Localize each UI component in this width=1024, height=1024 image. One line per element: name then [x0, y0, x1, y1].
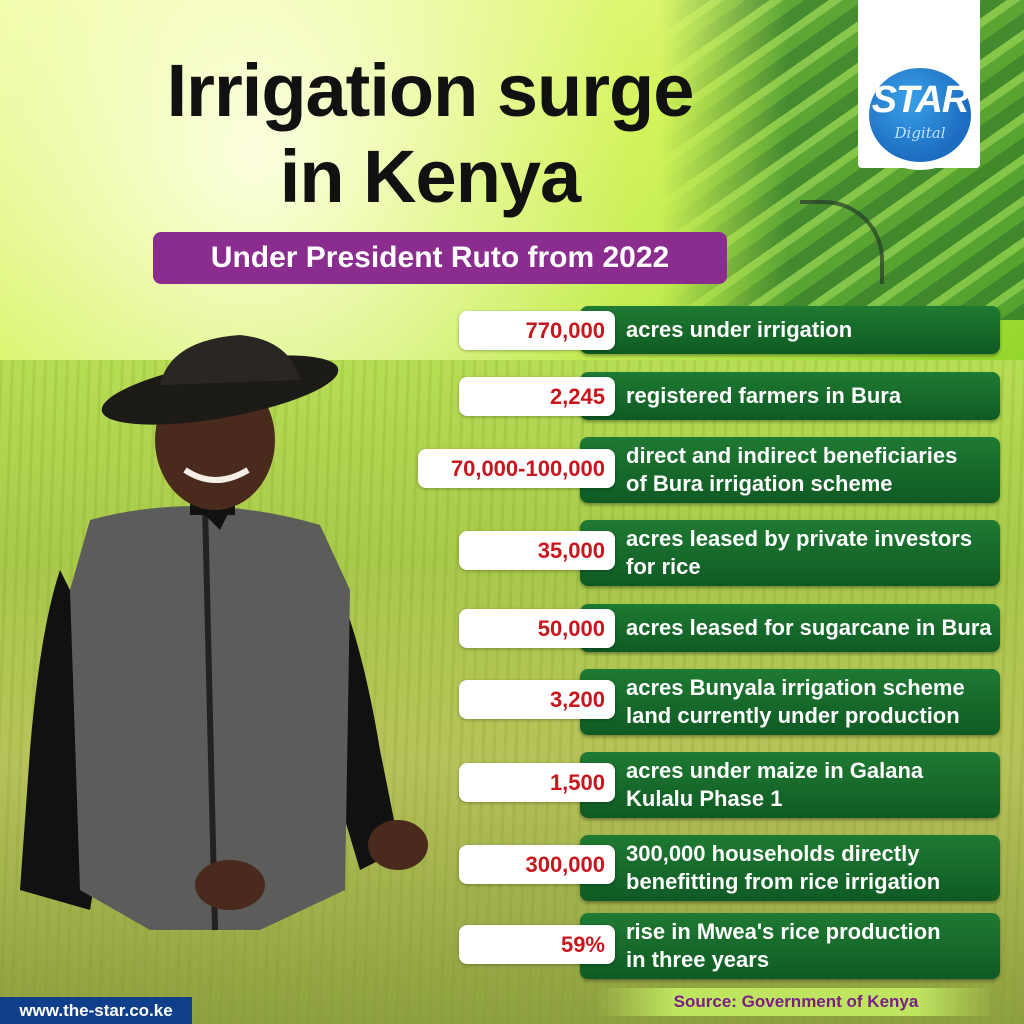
- stat-value: 300,000: [459, 845, 615, 884]
- stat-label: registered farmers in Bura: [580, 372, 1000, 420]
- stat-value: 59%: [459, 925, 615, 964]
- stat-label: acres leased by private investors for ric…: [580, 520, 1000, 586]
- stat-value: 35,000: [459, 531, 615, 570]
- subtitle-banner: Under President Ruto from 2022: [153, 232, 727, 284]
- stat-value: 1,500: [459, 763, 615, 802]
- stat-label: 300,000 households directly benefitting f…: [580, 835, 1000, 901]
- stat-label: acres leased for sugarcane in Bura: [580, 604, 1000, 652]
- stat-label: acres under irrigation: [580, 306, 1000, 354]
- stat-value: 70,000-100,000: [418, 449, 615, 488]
- title-line-2: in Kenya: [279, 135, 581, 218]
- stat-value: 50,000: [459, 609, 615, 648]
- stat-value: 2,245: [459, 377, 615, 416]
- logo-icon: [869, 68, 971, 162]
- farmer-figure: [20, 335, 428, 931]
- page-title: Irrigation surge in Kenya: [110, 48, 750, 220]
- stat-label: direct and indirect beneficiaries of Bura…: [580, 437, 1000, 503]
- title-line-1: Irrigation surge: [166, 49, 695, 132]
- stat-value: 3,200: [459, 680, 615, 719]
- stat-label: acres Bunyala irrigation scheme land curr…: [580, 669, 1000, 735]
- logo-subtitle: Digital: [894, 124, 946, 142]
- stat-value: 770,000: [459, 311, 615, 350]
- website-link[interactable]: www.the-star.co.ke: [0, 997, 192, 1024]
- stat-label: rise in Mwea's rice production in three y…: [580, 913, 1000, 979]
- stat-label: acres under maize in Galana Kulalu Phase …: [580, 752, 1000, 818]
- source-credit: Source: Government of Kenya: [596, 988, 996, 1016]
- logo-name: STAR: [871, 79, 970, 121]
